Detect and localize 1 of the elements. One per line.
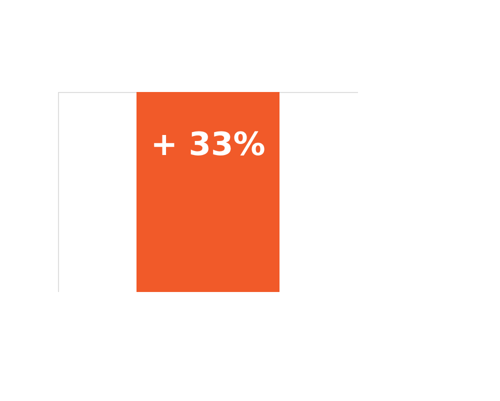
data-label: + 33%: [150, 125, 266, 163]
